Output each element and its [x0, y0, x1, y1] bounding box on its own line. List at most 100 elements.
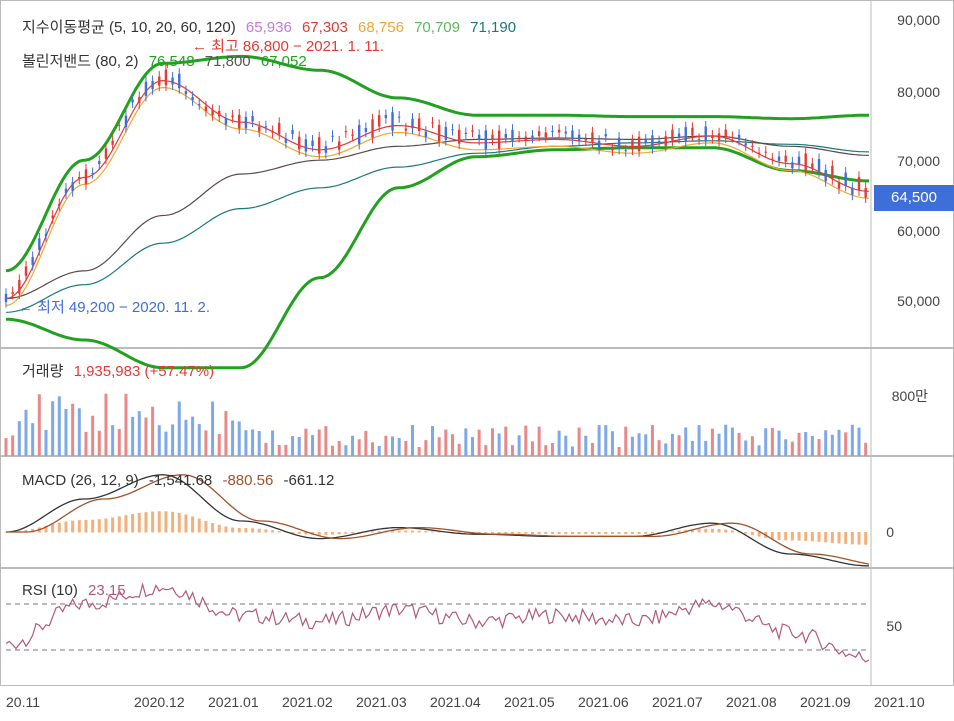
macd-hist-bar	[624, 532, 628, 535]
candle-body	[544, 132, 547, 138]
macd-hist-bar	[844, 532, 848, 544]
ma-20-line	[5, 86, 870, 306]
x-tick-label: 2021.07	[652, 694, 703, 710]
volume-bar	[670, 433, 674, 456]
macd-hist-bar	[144, 512, 148, 533]
candle-body	[357, 124, 361, 144]
macd-hist-bar	[797, 532, 801, 541]
macd-hist-bar	[477, 532, 481, 534]
volume-bar	[324, 426, 328, 456]
macd-hist-bar	[484, 532, 488, 534]
volume-bar	[597, 425, 601, 456]
candle-body	[517, 136, 521, 138]
candle-body	[597, 140, 601, 149]
macd-hist-bar	[737, 531, 741, 533]
volume-bar	[311, 435, 315, 456]
volume-bar	[817, 439, 821, 456]
ma-value-5: 65,936	[245, 19, 292, 36]
candle-body	[251, 116, 254, 122]
low-annotation: ← 최저 49,200 − 2020. 11. 2.	[18, 299, 211, 316]
volume-bar	[44, 429, 48, 456]
macd-hist-bar	[830, 532, 834, 543]
volume-bar	[610, 431, 614, 456]
macd-hist-bar	[717, 529, 721, 533]
macd-hist-bar	[570, 532, 574, 535]
candle-body	[637, 136, 641, 152]
volume-bar	[211, 401, 215, 456]
candle-body	[4, 293, 8, 302]
candle-body	[831, 165, 834, 180]
volume-bar	[237, 421, 241, 456]
candle-body	[304, 139, 308, 152]
candle-body	[757, 152, 761, 154]
volume-bar	[351, 435, 355, 456]
candle-body	[844, 172, 847, 186]
macd-hist-bar	[650, 532, 654, 534]
candle-body	[684, 127, 687, 142]
candle-body	[457, 129, 461, 144]
macd-hist-bar	[24, 530, 28, 533]
x-tick-label: 2021.05	[504, 694, 555, 710]
macd-line	[5, 474, 870, 567]
candle-body	[624, 150, 627, 152]
macd-hist-bar	[197, 518, 201, 533]
macd-hist-bar	[517, 532, 521, 534]
candle-body	[204, 106, 208, 112]
macd-hist-bar	[784, 532, 788, 541]
candle-body	[584, 138, 587, 141]
volume-bar	[391, 436, 395, 456]
candle-body	[144, 81, 148, 96]
candle-body	[384, 114, 388, 119]
volume-bar	[144, 417, 148, 456]
volume-bar	[857, 427, 861, 456]
volume-bar	[137, 411, 141, 456]
volume-bar	[677, 435, 681, 456]
macd-hist-bar	[730, 530, 734, 533]
macd-hist-bar	[151, 511, 155, 533]
candle-body	[377, 115, 381, 127]
ma-value-20: 68,756	[358, 19, 404, 36]
current-price-tag: 64,500	[874, 185, 954, 211]
macd-hist-bar	[424, 531, 428, 533]
candle-body	[771, 158, 774, 160]
macd-hist-bar	[670, 531, 674, 533]
macd-hist-bar	[217, 524, 221, 533]
macd-hist-bar	[371, 531, 375, 533]
macd-hist-bar	[157, 511, 161, 533]
y-tick-60000: 60,000	[897, 223, 940, 239]
bb-legend: 볼린저밴드 (80, 2) 76,548 71,800 67,052	[22, 50, 313, 71]
volume-bar	[497, 433, 501, 456]
candle-body	[331, 135, 334, 137]
bb-upper-value: 76,548	[148, 53, 195, 70]
macd-hist-bar	[817, 532, 821, 542]
macd-hist-bar	[84, 519, 88, 533]
candle-body	[497, 130, 501, 149]
volume-bar	[637, 433, 641, 456]
macd-hist-bar	[51, 524, 55, 533]
x-tick-label: 2021.03	[356, 694, 407, 710]
x-tick-label: 2021.01	[208, 694, 259, 710]
macd-hist-bar	[597, 532, 601, 535]
volume-bar	[411, 425, 415, 456]
candle-body	[511, 129, 514, 142]
volume-bar	[524, 425, 528, 456]
candle-body	[451, 129, 454, 131]
macd-hist-bar	[377, 530, 381, 533]
macd-hist-bar	[111, 517, 115, 533]
volume-bar	[231, 420, 235, 456]
macd-hist-bar	[637, 532, 641, 535]
ma-value-60: 70,709	[414, 19, 460, 36]
macd-legend: MACD (26, 12, 9) -1,541.68 -880.56 -661.…	[22, 472, 340, 489]
volume-bar	[644, 434, 648, 456]
volume-bar	[71, 403, 75, 456]
volume-bar	[277, 444, 281, 456]
candle-body	[71, 182, 74, 192]
candle-body	[817, 159, 821, 172]
candle-body	[864, 187, 867, 198]
volume-bar	[690, 440, 694, 456]
candle-body	[391, 112, 394, 131]
volume-bar	[844, 432, 848, 456]
macd-hist-bar	[77, 520, 81, 533]
macd-hist-bar	[437, 531, 441, 533]
volume-bar	[544, 445, 548, 456]
